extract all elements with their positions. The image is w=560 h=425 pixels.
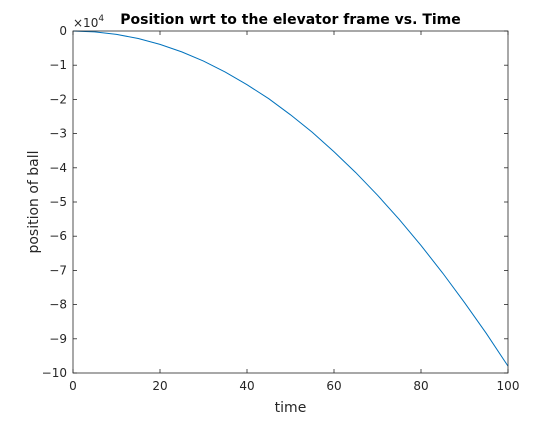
x-tick-label: 20 xyxy=(152,379,167,393)
x-tick-label: 0 xyxy=(69,379,77,393)
y-exponent-base: ×10 xyxy=(73,16,98,30)
y-tick-label: 0 xyxy=(59,24,67,38)
y-exponent-power: 4 xyxy=(98,14,104,24)
x-tick-label: 100 xyxy=(497,379,520,393)
y-tick-label: −5 xyxy=(49,195,67,209)
y-tick-label: −10 xyxy=(42,366,67,380)
y-tick-label: −6 xyxy=(49,229,67,243)
plot-area xyxy=(73,31,508,373)
x-axis-label: time xyxy=(275,400,307,416)
y-tick-label: −7 xyxy=(49,263,67,277)
y-axis-label: position of ball xyxy=(26,150,42,253)
y-tick-label: −4 xyxy=(49,161,67,175)
chart-title: Position wrt to the elevator frame vs. T… xyxy=(120,12,461,28)
y-tick-label: −1 xyxy=(49,58,67,72)
y-exponent-label: ×104 xyxy=(73,14,104,30)
y-tick-label: −3 xyxy=(49,127,67,141)
y-axis-ticks: 0 −1 −2 −3 −4 −5 −6 −7 −8 −9 −10 xyxy=(42,24,508,380)
series-layer xyxy=(72,30,509,367)
y-tick-label: −2 xyxy=(49,92,67,106)
x-tick-label: 40 xyxy=(239,379,254,393)
x-axis-ticks: 0 20 40 60 80 100 xyxy=(69,31,519,393)
axes-box xyxy=(72,30,509,374)
y-tick-label: −8 xyxy=(49,298,67,312)
x-tick-label: 80 xyxy=(413,379,428,393)
x-tick-label: 60 xyxy=(326,379,341,393)
series-line-position xyxy=(72,30,509,367)
y-tick-label: −9 xyxy=(49,332,67,346)
